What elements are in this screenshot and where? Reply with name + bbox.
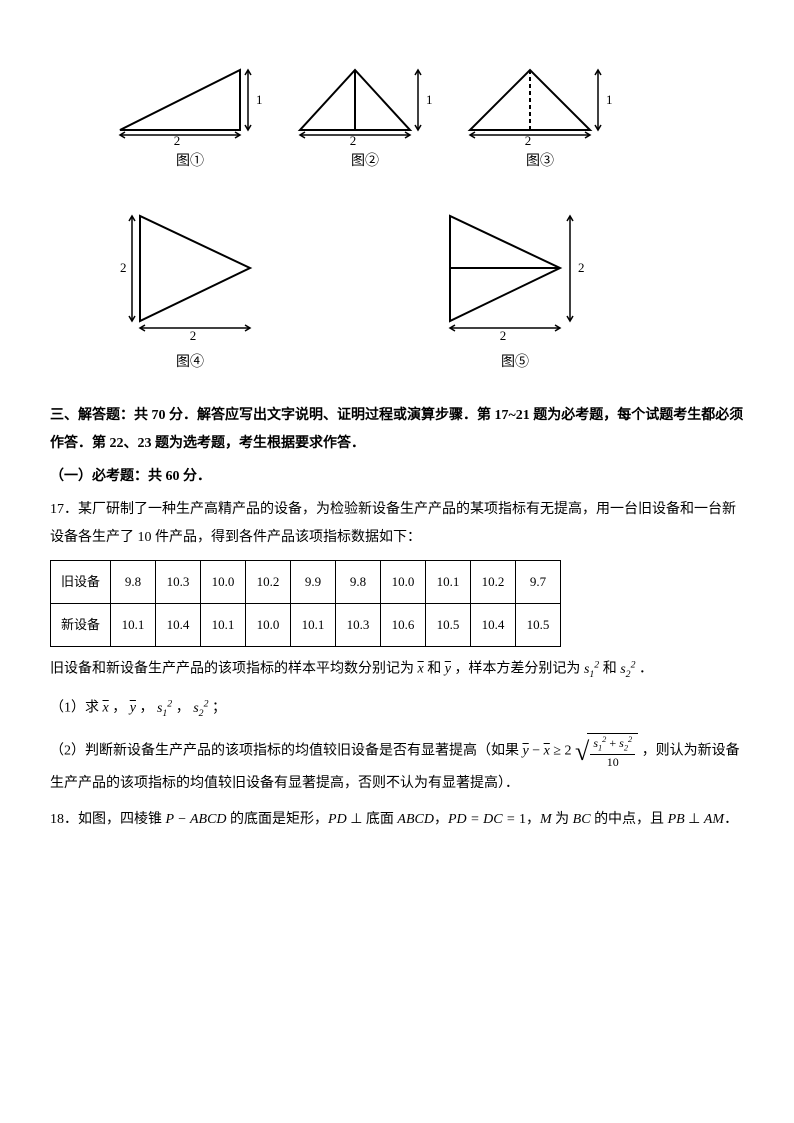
section-3-subtitle: （一）必考题：共 60 分． bbox=[50, 463, 744, 491]
figures-row-2: 2 2 图④ 2 2 图⑤ bbox=[50, 206, 744, 377]
triangle-isoceles-dashed: 2 1 bbox=[460, 60, 620, 145]
triangle-right-pointing: 2 2 bbox=[110, 206, 270, 346]
q17-intro-text: 某厂研制了一种生产高精产品的设备，为检验新设备生产产品的某项指标有无提高，用一台… bbox=[50, 502, 736, 545]
figure-4: 2 2 图④ bbox=[110, 206, 270, 377]
figure-2-label: 图② bbox=[351, 148, 379, 176]
q17-data-table: 旧设备 9.8 10.3 10.0 10.2 9.9 9.8 10.0 10.1… bbox=[50, 560, 561, 647]
svg-text:2: 2 bbox=[174, 133, 181, 145]
ybar-symbol: y bbox=[445, 662, 451, 677]
s2sq-symbol: s22 bbox=[620, 662, 635, 677]
q17-after-table: 旧设备和新设备生产产品的该项指标的样本平均数分别记为 x 和 y ，样本方差分别… bbox=[50, 655, 744, 684]
xbar-symbol: x bbox=[418, 662, 424, 677]
q18-num: 18． bbox=[50, 812, 78, 827]
q17-part2: （2）判断新设备生产产品的该项指标的均值较旧设备是否有显著提高（如果 y − x… bbox=[50, 733, 744, 798]
figure-2: 2 1 图② bbox=[290, 60, 440, 176]
table-row-old: 旧设备 9.8 10.3 10.0 10.2 9.9 9.8 10.0 10.1… bbox=[51, 561, 561, 604]
s1sq-symbol: s12 bbox=[584, 662, 599, 677]
svg-text:2: 2 bbox=[500, 328, 507, 343]
sqrt-expression: √ s12 + s22 10 bbox=[575, 733, 638, 770]
svg-text:1: 1 bbox=[606, 92, 613, 107]
q17-num: 17． bbox=[50, 502, 78, 517]
figure-3: 2 1 图③ bbox=[460, 60, 620, 176]
figure-3-label: 图③ bbox=[526, 148, 554, 176]
pyramid-symbol: P − ABCD bbox=[166, 812, 227, 827]
svg-text:2: 2 bbox=[190, 328, 197, 343]
figures-row-1: 2 1 图① 2 1 图② 2 bbox=[50, 60, 744, 176]
figure-4-label: 图④ bbox=[176, 349, 204, 377]
svg-text:1: 1 bbox=[256, 92, 263, 107]
figure-1: 2 1 图① bbox=[110, 60, 270, 176]
figure-5: 2 2 图⑤ bbox=[430, 206, 600, 377]
triangle-right: 2 1 bbox=[110, 60, 270, 145]
figure-1-label: 图① bbox=[176, 148, 204, 176]
q17-part1: （1）求 x ， y ， s12 ， s22 ； bbox=[50, 694, 744, 723]
svg-text:2: 2 bbox=[350, 133, 357, 145]
section-3-header: 三、解答题：共 70 分．解答应写出文字说明、证明过程或演算步骤．第 17~21… bbox=[50, 402, 744, 458]
table-row-new: 新设备 10.1 10.4 10.1 10.0 10.1 10.3 10.6 1… bbox=[51, 604, 561, 647]
svg-text:1: 1 bbox=[426, 92, 433, 107]
figure-5-label: 图⑤ bbox=[501, 349, 529, 377]
svg-text:2: 2 bbox=[120, 260, 127, 275]
triangle-right-pointing-median: 2 2 bbox=[430, 206, 600, 346]
svg-text:2: 2 bbox=[525, 133, 532, 145]
q18: 18．如图，四棱锥 P − ABCD 的底面是矩形，PD ⊥ 底面 ABCD，P… bbox=[50, 806, 744, 834]
svg-text:2: 2 bbox=[578, 260, 585, 275]
q17-intro: 17．某厂研制了一种生产高精产品的设备，为检验新设备生产产品的某项指标有无提高，… bbox=[50, 496, 744, 552]
triangle-isoceles-solid: 2 1 bbox=[290, 60, 440, 145]
